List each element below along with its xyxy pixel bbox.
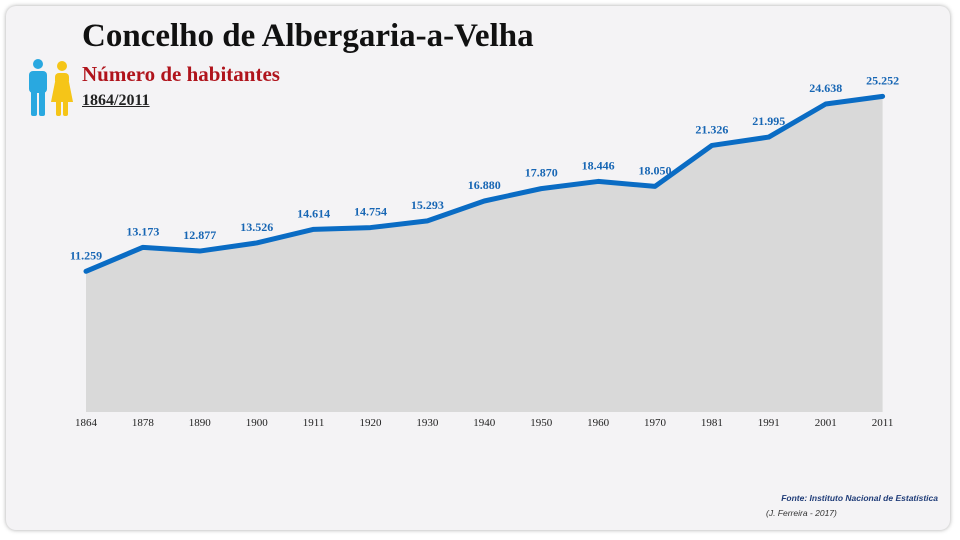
data-label: 13.526 <box>240 220 273 234</box>
data-label: 18.446 <box>582 158 615 172</box>
data-label: 14.754 <box>354 205 387 219</box>
data-label: 21.995 <box>752 114 785 128</box>
woman-figure <box>51 61 73 116</box>
source-note: Fonte: Instituto Nacional de Estatística <box>781 493 938 503</box>
data-label: 17.870 <box>525 166 558 180</box>
x-tick-label: 1878 <box>132 417 155 429</box>
period-label: 1864/2011 <box>82 92 150 109</box>
x-tick-label: 1864 <box>75 417 98 429</box>
x-tick-label: 1950 <box>530 417 553 429</box>
x-tick-label: 1890 <box>189 417 212 429</box>
man-woman-icon <box>29 59 73 116</box>
data-label: 16.880 <box>468 178 501 192</box>
population-chart: 11.259 1864 13.173 1878 12.877 1890 13.526 1900… <box>70 73 899 429</box>
data-label: 18.050 <box>639 163 672 177</box>
x-tick-label: 1991 <box>758 417 780 429</box>
data-label: 13.173 <box>126 224 159 238</box>
data-label: 24.638 <box>809 81 842 95</box>
population-area <box>86 96 883 412</box>
author-credit: (J. Ferreira - 2017) <box>766 508 837 518</box>
man-figure <box>29 59 47 116</box>
x-tick-label: 1940 <box>473 417 496 429</box>
data-label: 25.252 <box>866 73 899 87</box>
x-tick-label: 1930 <box>416 417 439 429</box>
data-label: 11.259 <box>70 248 102 262</box>
page-title: Concelho de Albergaria-a-Velha <box>82 18 534 54</box>
x-tick-label: 2011 <box>872 417 894 429</box>
x-tick-label: 1981 <box>701 417 723 429</box>
population-line <box>83 93 886 274</box>
data-label: 21.326 <box>695 122 728 136</box>
data-label: 15.293 <box>411 198 444 212</box>
chart-subtitle: Número de habitantes <box>82 62 280 86</box>
slide-panel: Concelho de Albergaria-a-Velha Número de… <box>6 6 950 530</box>
x-tick-label: 2001 <box>815 417 837 429</box>
x-tick-label: 1970 <box>644 417 667 429</box>
data-label: 14.614 <box>297 206 330 220</box>
data-label: 12.877 <box>183 228 216 242</box>
x-tick-label: 1900 <box>246 417 269 429</box>
x-tick-label: 1960 <box>587 417 610 429</box>
x-tick-label: 1911 <box>303 417 325 429</box>
x-tick-label: 1920 <box>360 417 383 429</box>
